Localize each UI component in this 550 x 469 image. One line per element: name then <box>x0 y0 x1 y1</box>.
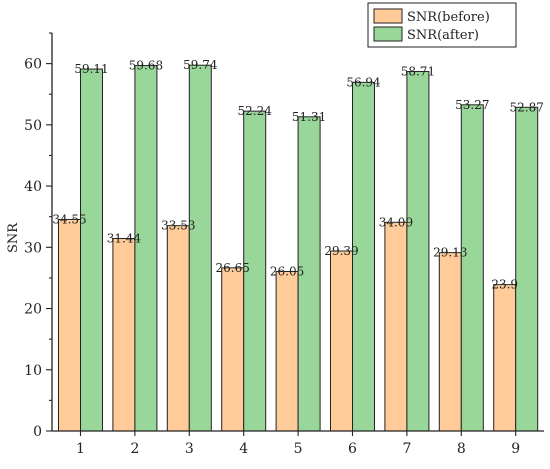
bar-before-5 <box>275 270 299 432</box>
y-axis-title: SNR <box>6 222 21 253</box>
legend-label-before: SNR(before) <box>407 10 490 25</box>
data-label-after-2: 59.68 <box>129 59 163 73</box>
data-label-before-7: 34.09 <box>379 215 413 229</box>
data-label-before-2: 31.44 <box>107 231 142 245</box>
data-label-before-1: 34.55 <box>52 212 86 226</box>
x-tick-label-8: 8 <box>457 441 466 457</box>
x-tick-label-1: 1 <box>76 441 85 457</box>
data-label-after-9: 52.87 <box>510 100 544 114</box>
legend-swatch-before <box>373 8 403 24</box>
bar-after-3 <box>188 64 212 432</box>
bar-before-9 <box>493 284 517 432</box>
bar-before-1 <box>58 218 81 432</box>
y-tick-label-60: 60 <box>24 57 42 73</box>
bar-after-8 <box>460 104 484 432</box>
bar-after-9 <box>515 106 539 432</box>
data-label-after-8: 53.27 <box>455 98 489 112</box>
x-tick-label-9: 9 <box>511 441 520 457</box>
y-tick-label-50: 50 <box>24 118 42 134</box>
data-label-before-5: 26.05 <box>270 264 304 278</box>
data-label-after-3: 59.74 <box>183 58 218 72</box>
data-label-before-8: 29.13 <box>433 246 467 260</box>
data-label-before-6: 29.39 <box>324 244 358 258</box>
y-tick-label-10: 10 <box>24 363 42 379</box>
x-tick-label-3: 3 <box>185 441 194 457</box>
x-tick-label-2: 2 <box>130 441 139 457</box>
bars-layer <box>58 64 539 432</box>
data-label-before-4: 26.65 <box>216 261 250 275</box>
bar-after-1 <box>80 68 103 432</box>
bar-before-2 <box>112 237 136 432</box>
legend-swatch-after <box>373 26 403 42</box>
data-label-before-3: 33.53 <box>161 219 195 233</box>
data-label-after-7: 58.71 <box>401 65 435 79</box>
bar-before-3 <box>166 225 190 432</box>
bar-before-8 <box>438 252 462 432</box>
bar-after-2 <box>134 65 158 432</box>
bar-before-4 <box>221 267 245 432</box>
data-label-after-5: 51.31 <box>292 110 326 124</box>
x-tick-label-4: 4 <box>239 441 248 457</box>
x-tick-label-6: 6 <box>348 441 357 457</box>
x-tick-label-7: 7 <box>402 441 411 457</box>
data-label-after-1: 59.11 <box>74 62 108 76</box>
y-tick-label-20: 20 <box>24 302 42 318</box>
data-labels-layer: 34.55 31.44 33.53 26.65 26.05 29.39 34.09 29.13… <box>52 58 544 291</box>
y-tick-label-40: 40 <box>24 179 42 195</box>
y-tick-label-0: 0 <box>33 424 42 440</box>
ticks-layer: 1 2 3 4 5 6 7 8 9 0 10 20 30 40 50 60 <box>24 32 520 457</box>
legend-label-after: SNR(after) <box>407 28 479 43</box>
bar-before-7 <box>384 221 408 432</box>
bar-after-7 <box>406 71 430 432</box>
legend: SNR(before) SNR(after) <box>367 2 517 48</box>
data-label-after-4: 52.24 <box>238 104 273 118</box>
y-tick-label-30: 30 <box>24 240 42 256</box>
bar-before-6 <box>330 250 353 432</box>
data-label-before-9: 23.9 <box>491 278 518 292</box>
data-label-after-6: 56.94 <box>346 75 381 89</box>
x-tick-label-5: 5 <box>294 441 303 457</box>
